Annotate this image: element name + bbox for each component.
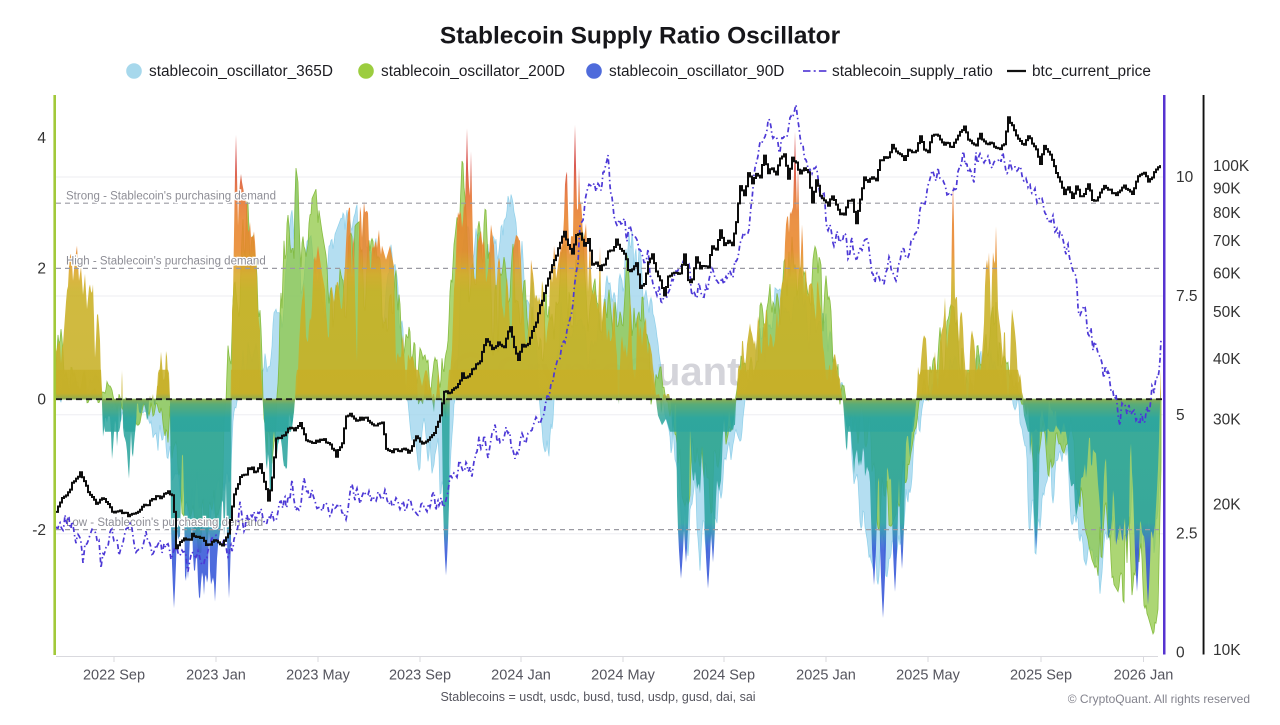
- svg-text:Stablecoin Supply Ratio Oscill: Stablecoin Supply Ratio Oscillator: [440, 23, 841, 50]
- svg-text:40K: 40K: [1213, 351, 1241, 368]
- svg-text:2022 Sep: 2022 Sep: [83, 668, 145, 684]
- svg-text:2023 Jan: 2023 Jan: [186, 668, 246, 684]
- svg-text:0: 0: [37, 391, 46, 408]
- svg-text:2023 May: 2023 May: [286, 668, 350, 684]
- svg-text:90K: 90K: [1213, 180, 1241, 197]
- svg-text:stablecoin_supply_ratio: stablecoin_supply_ratio: [832, 63, 993, 80]
- svg-text:7.5: 7.5: [1176, 288, 1198, 305]
- svg-text:Stablecoins = usdt, usdc, busd: Stablecoins = usdt, usdc, busd, tusd, us…: [440, 690, 755, 704]
- svg-text:2025 May: 2025 May: [896, 668, 960, 684]
- svg-text:30K: 30K: [1213, 411, 1241, 428]
- svg-text:High - Stablecoin's purchasing: High - Stablecoin's purchasing demand: [66, 256, 266, 268]
- svg-text:Strong - Stablecoin's purchasi: Strong - Stablecoin's purchasing demand: [66, 191, 276, 203]
- svg-text:2.5: 2.5: [1176, 526, 1198, 543]
- svg-text:2023 Sep: 2023 Sep: [389, 668, 451, 684]
- svg-text:50K: 50K: [1213, 304, 1241, 321]
- svg-text:5: 5: [1176, 407, 1185, 424]
- svg-text:2024 May: 2024 May: [591, 668, 655, 684]
- svg-text:10: 10: [1176, 169, 1194, 186]
- svg-text:2: 2: [37, 261, 46, 278]
- svg-text:70K: 70K: [1213, 233, 1241, 250]
- svg-text:2025 Sep: 2025 Sep: [1010, 668, 1072, 684]
- svg-text:4: 4: [37, 130, 46, 147]
- svg-text:60K: 60K: [1213, 266, 1241, 283]
- svg-text:stablecoin_oscillator_200D: stablecoin_oscillator_200D: [381, 63, 565, 80]
- svg-text:-2: -2: [32, 522, 46, 539]
- svg-text:0: 0: [1176, 645, 1185, 662]
- svg-text:80K: 80K: [1213, 205, 1241, 222]
- svg-text:10K: 10K: [1213, 642, 1241, 659]
- svg-text:2024 Sep: 2024 Sep: [693, 668, 755, 684]
- svg-text:stablecoin_oscillator_90D: stablecoin_oscillator_90D: [609, 63, 784, 80]
- svg-text:2026 Jan: 2026 Jan: [1114, 668, 1174, 684]
- svg-text:2024 Jan: 2024 Jan: [491, 668, 551, 684]
- svg-text:btc_current_price: btc_current_price: [1032, 63, 1151, 80]
- svg-text:2025 Jan: 2025 Jan: [796, 668, 856, 684]
- svg-text:stablecoin_oscillator_365D: stablecoin_oscillator_365D: [149, 63, 333, 80]
- svg-text:100K: 100K: [1213, 158, 1250, 175]
- svg-text:© CryptoQuant. All rights rese: © CryptoQuant. All rights reserved: [1068, 692, 1250, 706]
- svg-text:Low - Stablecoin's purchasing: Low - Stablecoin's purchasing demand: [66, 517, 263, 529]
- svg-text:20K: 20K: [1213, 497, 1241, 514]
